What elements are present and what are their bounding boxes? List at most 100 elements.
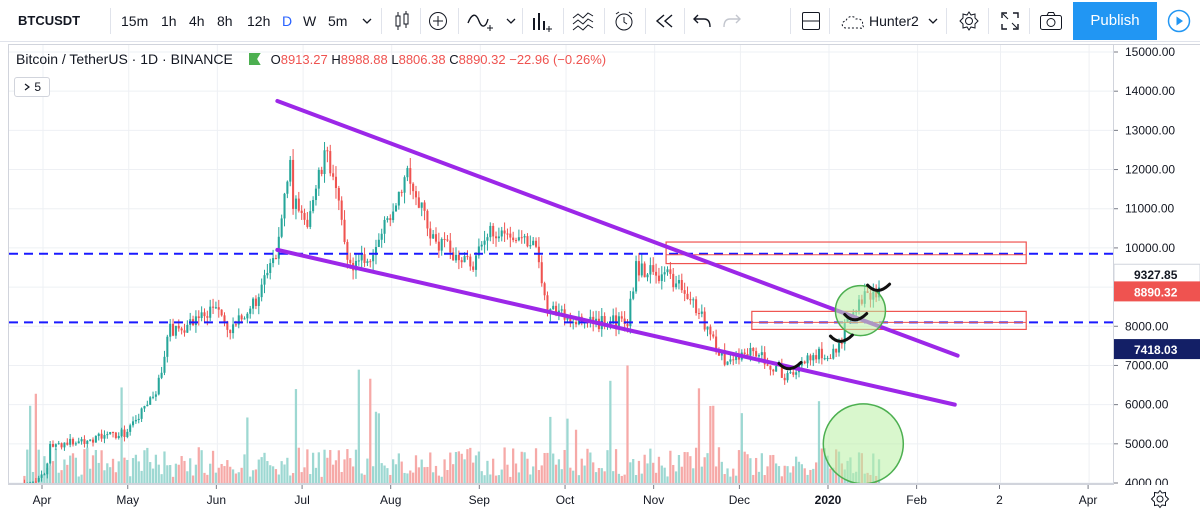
fullscreen-icon[interactable] [1000, 11, 1020, 31]
volume-bar [657, 456, 661, 483]
candle-body [134, 419, 137, 422]
volume-bar [452, 464, 455, 483]
time-scale[interactable]: Apr May Jun Jul Aug Sep Oct Nov Dec 2020 Feb 2 Apr [8, 484, 1114, 514]
candle-body [132, 421, 135, 426]
candle-body [49, 443, 52, 464]
volume-bar [620, 475, 623, 483]
play-button[interactable] [1158, 2, 1200, 40]
candle-body [137, 418, 140, 420]
replay-icon[interactable] [654, 12, 676, 30]
gear-icon[interactable] [958, 10, 980, 32]
volume-bar [552, 453, 555, 483]
cloud-icon[interactable] [839, 13, 867, 31]
candles-icon[interactable] [392, 10, 412, 32]
undo-icon[interactable] [692, 12, 712, 30]
layout-name[interactable]: Hunter2 [869, 13, 919, 29]
price-tick-label: 15000.00 [1125, 45, 1175, 59]
candle-body [229, 329, 232, 334]
candle-body [572, 321, 575, 323]
chart-settings-button[interactable] [1150, 489, 1170, 514]
volume-bar [597, 467, 601, 483]
candle-body [91, 439, 95, 443]
indicators-collapse-button[interactable]: 5 [14, 77, 50, 97]
volume-bar [320, 476, 323, 483]
candle-body [277, 236, 280, 259]
chevron-down-icon[interactable] [362, 16, 372, 26]
candle-body [560, 309, 563, 311]
volume-bar [200, 450, 203, 483]
chart-pane[interactable] [8, 44, 1114, 484]
volume-bar [812, 468, 815, 483]
toolbar-divider [522, 8, 523, 34]
price-label-bg [1114, 281, 1200, 302]
candle-body [640, 263, 643, 276]
publish-button[interactable]: Publish [1073, 2, 1157, 40]
price-label: 7418.03 [1134, 343, 1178, 357]
financials-icon[interactable] [530, 10, 556, 32]
candle-body [297, 198, 300, 211]
volume-bar [640, 473, 643, 483]
time-tick-label: Apr [1079, 493, 1098, 507]
volume-bar [391, 459, 395, 483]
volume-bar [417, 467, 420, 483]
candle-body [489, 225, 492, 238]
volume-bar [109, 467, 112, 483]
camera-icon[interactable] [1039, 11, 1063, 31]
candle-body [349, 259, 352, 263]
price-chart[interactable] [9, 45, 1114, 484]
layout-icon[interactable] [801, 11, 821, 31]
candle-body [71, 438, 75, 445]
candle-body [806, 355, 809, 364]
volume-bar [140, 470, 143, 483]
candle-body [377, 239, 380, 247]
volume-bar [57, 472, 60, 483]
candle-body [66, 442, 69, 445]
volume-bar [129, 476, 132, 483]
volume-bar [311, 452, 315, 483]
volume-bar [226, 460, 229, 483]
play-icon [1167, 9, 1191, 33]
volume-bar [306, 449, 309, 483]
candle-body [786, 373, 789, 381]
chevron-right-icon [24, 83, 30, 91]
volume-bar [380, 463, 383, 483]
interval-4h[interactable]: 4h [189, 13, 205, 29]
volume-bar [683, 452, 686, 483]
interval-8h[interactable]: 8h [217, 13, 233, 29]
volume-bar [177, 464, 180, 483]
volume-bar [697, 388, 701, 483]
symbol-search[interactable]: BTCUSDT [18, 13, 81, 28]
candle-body [323, 150, 326, 174]
interval-5m[interactable]: 5m [328, 13, 348, 29]
price-scale[interactable]: 4000.005000.006000.007000.008000.009000.… [1114, 44, 1200, 485]
volume-bar [752, 474, 755, 483]
price-tick-label: 8000.00 [1125, 319, 1169, 333]
volume-bar [480, 471, 483, 483]
volume-bar [520, 451, 523, 483]
candle-body [77, 441, 80, 444]
chevron-down-icon[interactable] [928, 16, 938, 26]
compare-icon[interactable] [428, 11, 448, 31]
interval-d[interactable]: D [282, 13, 293, 29]
candle-body [172, 323, 175, 336]
interval-15m[interactable]: 15m [121, 13, 149, 29]
alert-icon[interactable] [612, 10, 636, 32]
volume-bar [694, 447, 698, 483]
volume-bar [371, 466, 375, 483]
indicators-icon[interactable] [466, 11, 496, 31]
interval-12h[interactable]: 12h [247, 13, 271, 29]
chevron-down-icon[interactable] [506, 16, 516, 26]
candle-body [237, 315, 240, 325]
candle-body [111, 431, 115, 433]
interval-w[interactable]: W [303, 13, 317, 29]
candle-body [763, 352, 766, 365]
volume-bar [231, 469, 235, 483]
legend-flag [248, 53, 261, 65]
interval-1h[interactable]: 1h [161, 13, 177, 29]
volume-bar [614, 449, 618, 483]
volume-bar [592, 462, 595, 483]
candle-body [249, 308, 252, 314]
volume-bar [680, 466, 683, 483]
templates-icon[interactable] [571, 10, 597, 32]
volume-bar [31, 471, 35, 483]
